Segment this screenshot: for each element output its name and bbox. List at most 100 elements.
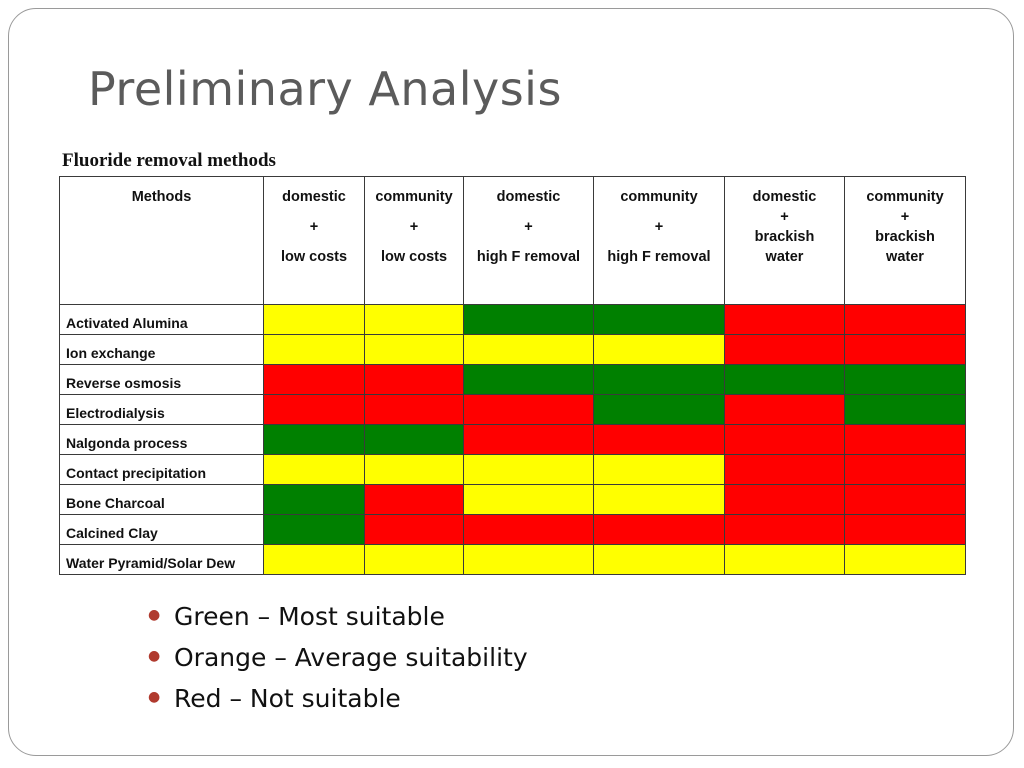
rating-cell-red	[844, 304, 966, 335]
method-name-cell: Calcined Clay	[59, 514, 264, 545]
column-header-5: domestic + brackish water	[724, 176, 845, 305]
table-body: Activated Alumina Ion exchange Reverse osm…	[59, 304, 966, 575]
column-header-line: domestic	[496, 189, 561, 205]
column-header-2: community + low costs	[364, 176, 464, 305]
rating-cell-green	[263, 514, 365, 545]
rating-cell-red	[844, 334, 966, 365]
rating-cell-green	[844, 364, 966, 395]
column-header-line: +	[654, 219, 664, 235]
rating-cell-green	[593, 394, 725, 425]
column-header-line: low costs	[380, 249, 448, 265]
table-row: Nalgonda process	[59, 424, 966, 455]
column-header-line: Methods	[131, 189, 192, 205]
rating-cell-yellow	[463, 334, 594, 365]
slide-title: Preliminary Analysis	[88, 62, 562, 116]
rating-cell-green	[844, 394, 966, 425]
rating-cell-yellow	[263, 334, 365, 365]
table-row: Electrodialysis	[59, 394, 966, 425]
column-header-line: high F removal	[607, 249, 711, 265]
rating-cell-green	[463, 364, 594, 395]
rating-cell-red	[724, 334, 845, 365]
column-header-1: domestic + low costs	[263, 176, 365, 305]
rating-cell-yellow	[463, 544, 594, 575]
column-header-line: domestic	[282, 189, 346, 205]
legend-item-red: ● Red – Not suitable	[148, 678, 528, 719]
table-row: Reverse osmosis	[59, 364, 966, 395]
column-header-line: +	[780, 209, 789, 225]
rating-cell-red	[364, 514, 464, 545]
method-name-cell: Nalgonda process	[59, 424, 264, 455]
rating-cell-red	[844, 424, 966, 455]
table-row: Water Pyramid/Solar Dew	[59, 544, 966, 575]
column-header-line: domestic	[752, 189, 817, 205]
rating-cell-yellow	[844, 544, 966, 575]
column-header-line: water	[886, 249, 924, 265]
table-row: Contact precipitation	[59, 454, 966, 485]
rating-cell-red	[463, 424, 594, 455]
legend-list: ● Green – Most suitable ● Orange – Average…	[148, 596, 528, 719]
rating-cell-red	[364, 484, 464, 515]
column-header-3: domestic + high F removal	[463, 176, 594, 305]
rating-cell-yellow	[463, 454, 594, 485]
rating-cell-red	[263, 364, 365, 395]
rating-cell-green	[724, 364, 845, 395]
rating-cell-red	[724, 304, 845, 335]
rating-cell-red	[724, 454, 845, 485]
rating-cell-red	[364, 364, 464, 395]
method-name-cell: Contact precipitation	[59, 454, 264, 485]
table-header-row: Methods domestic + low costs community + low c…	[59, 176, 966, 305]
rating-cell-red	[844, 454, 966, 485]
rating-cell-red	[844, 484, 966, 515]
column-header-line: +	[309, 219, 319, 235]
rating-cell-yellow	[593, 484, 725, 515]
column-header-line: community	[866, 189, 944, 205]
legend-item-green: ● Green – Most suitable	[148, 596, 528, 637]
legend-item-orange: ● Orange – Average suitability	[148, 637, 528, 678]
rating-cell-yellow	[364, 544, 464, 575]
rating-cell-yellow	[263, 304, 365, 335]
rating-cell-red	[844, 514, 966, 545]
column-header-line: +	[524, 219, 533, 235]
rating-cell-green	[364, 424, 464, 455]
legend-item-label: Red – Not suitable	[174, 684, 401, 713]
rating-cell-yellow	[724, 544, 845, 575]
method-name-cell: Reverse osmosis	[59, 364, 264, 395]
rating-cell-red	[263, 394, 365, 425]
rating-cell-yellow	[593, 454, 725, 485]
legend-item-label: Orange – Average suitability	[174, 643, 528, 672]
legend-item-label: Green – Most suitable	[174, 602, 445, 631]
rating-cell-yellow	[364, 304, 464, 335]
rating-cell-green	[593, 304, 725, 335]
column-header-4: community + high F removal	[593, 176, 725, 305]
column-header-line: high F removal	[476, 249, 581, 265]
rating-cell-yellow	[364, 454, 464, 485]
rating-cell-green	[463, 304, 594, 335]
rating-cell-yellow	[463, 484, 594, 515]
bullet-dot-icon: ●	[148, 688, 161, 705]
column-header-line: low costs	[280, 249, 348, 265]
column-header-line: brackish	[875, 229, 935, 245]
table-row: Calcined Clay	[59, 514, 966, 545]
rating-cell-yellow	[263, 454, 365, 485]
table-row: Activated Alumina	[59, 304, 966, 335]
column-header-6: community + brackish water	[844, 176, 966, 305]
method-name-cell: Bone Charcoal	[59, 484, 264, 515]
method-name-cell: Ion exchange	[59, 334, 264, 365]
rating-cell-red	[724, 424, 845, 455]
table-caption: Fluoride removal methods	[62, 150, 276, 171]
rating-cell-green	[593, 364, 725, 395]
method-name-cell: Electrodialysis	[59, 394, 264, 425]
column-header-methods: Methods	[59, 176, 264, 305]
table-row: Bone Charcoal	[59, 484, 966, 515]
rating-cell-yellow	[364, 334, 464, 365]
bullet-dot-icon: ●	[148, 647, 161, 664]
rating-cell-yellow	[593, 334, 725, 365]
column-header-line: water	[765, 249, 804, 265]
suitability-table: Methods domestic + low costs community + low c…	[59, 176, 966, 575]
column-header-line: brackish	[754, 229, 815, 245]
column-header-line: community	[375, 189, 453, 205]
column-header-line: community	[620, 189, 698, 205]
rating-cell-red	[724, 394, 845, 425]
column-header-line: +	[900, 209, 910, 225]
bullet-dot-icon: ●	[148, 606, 161, 623]
